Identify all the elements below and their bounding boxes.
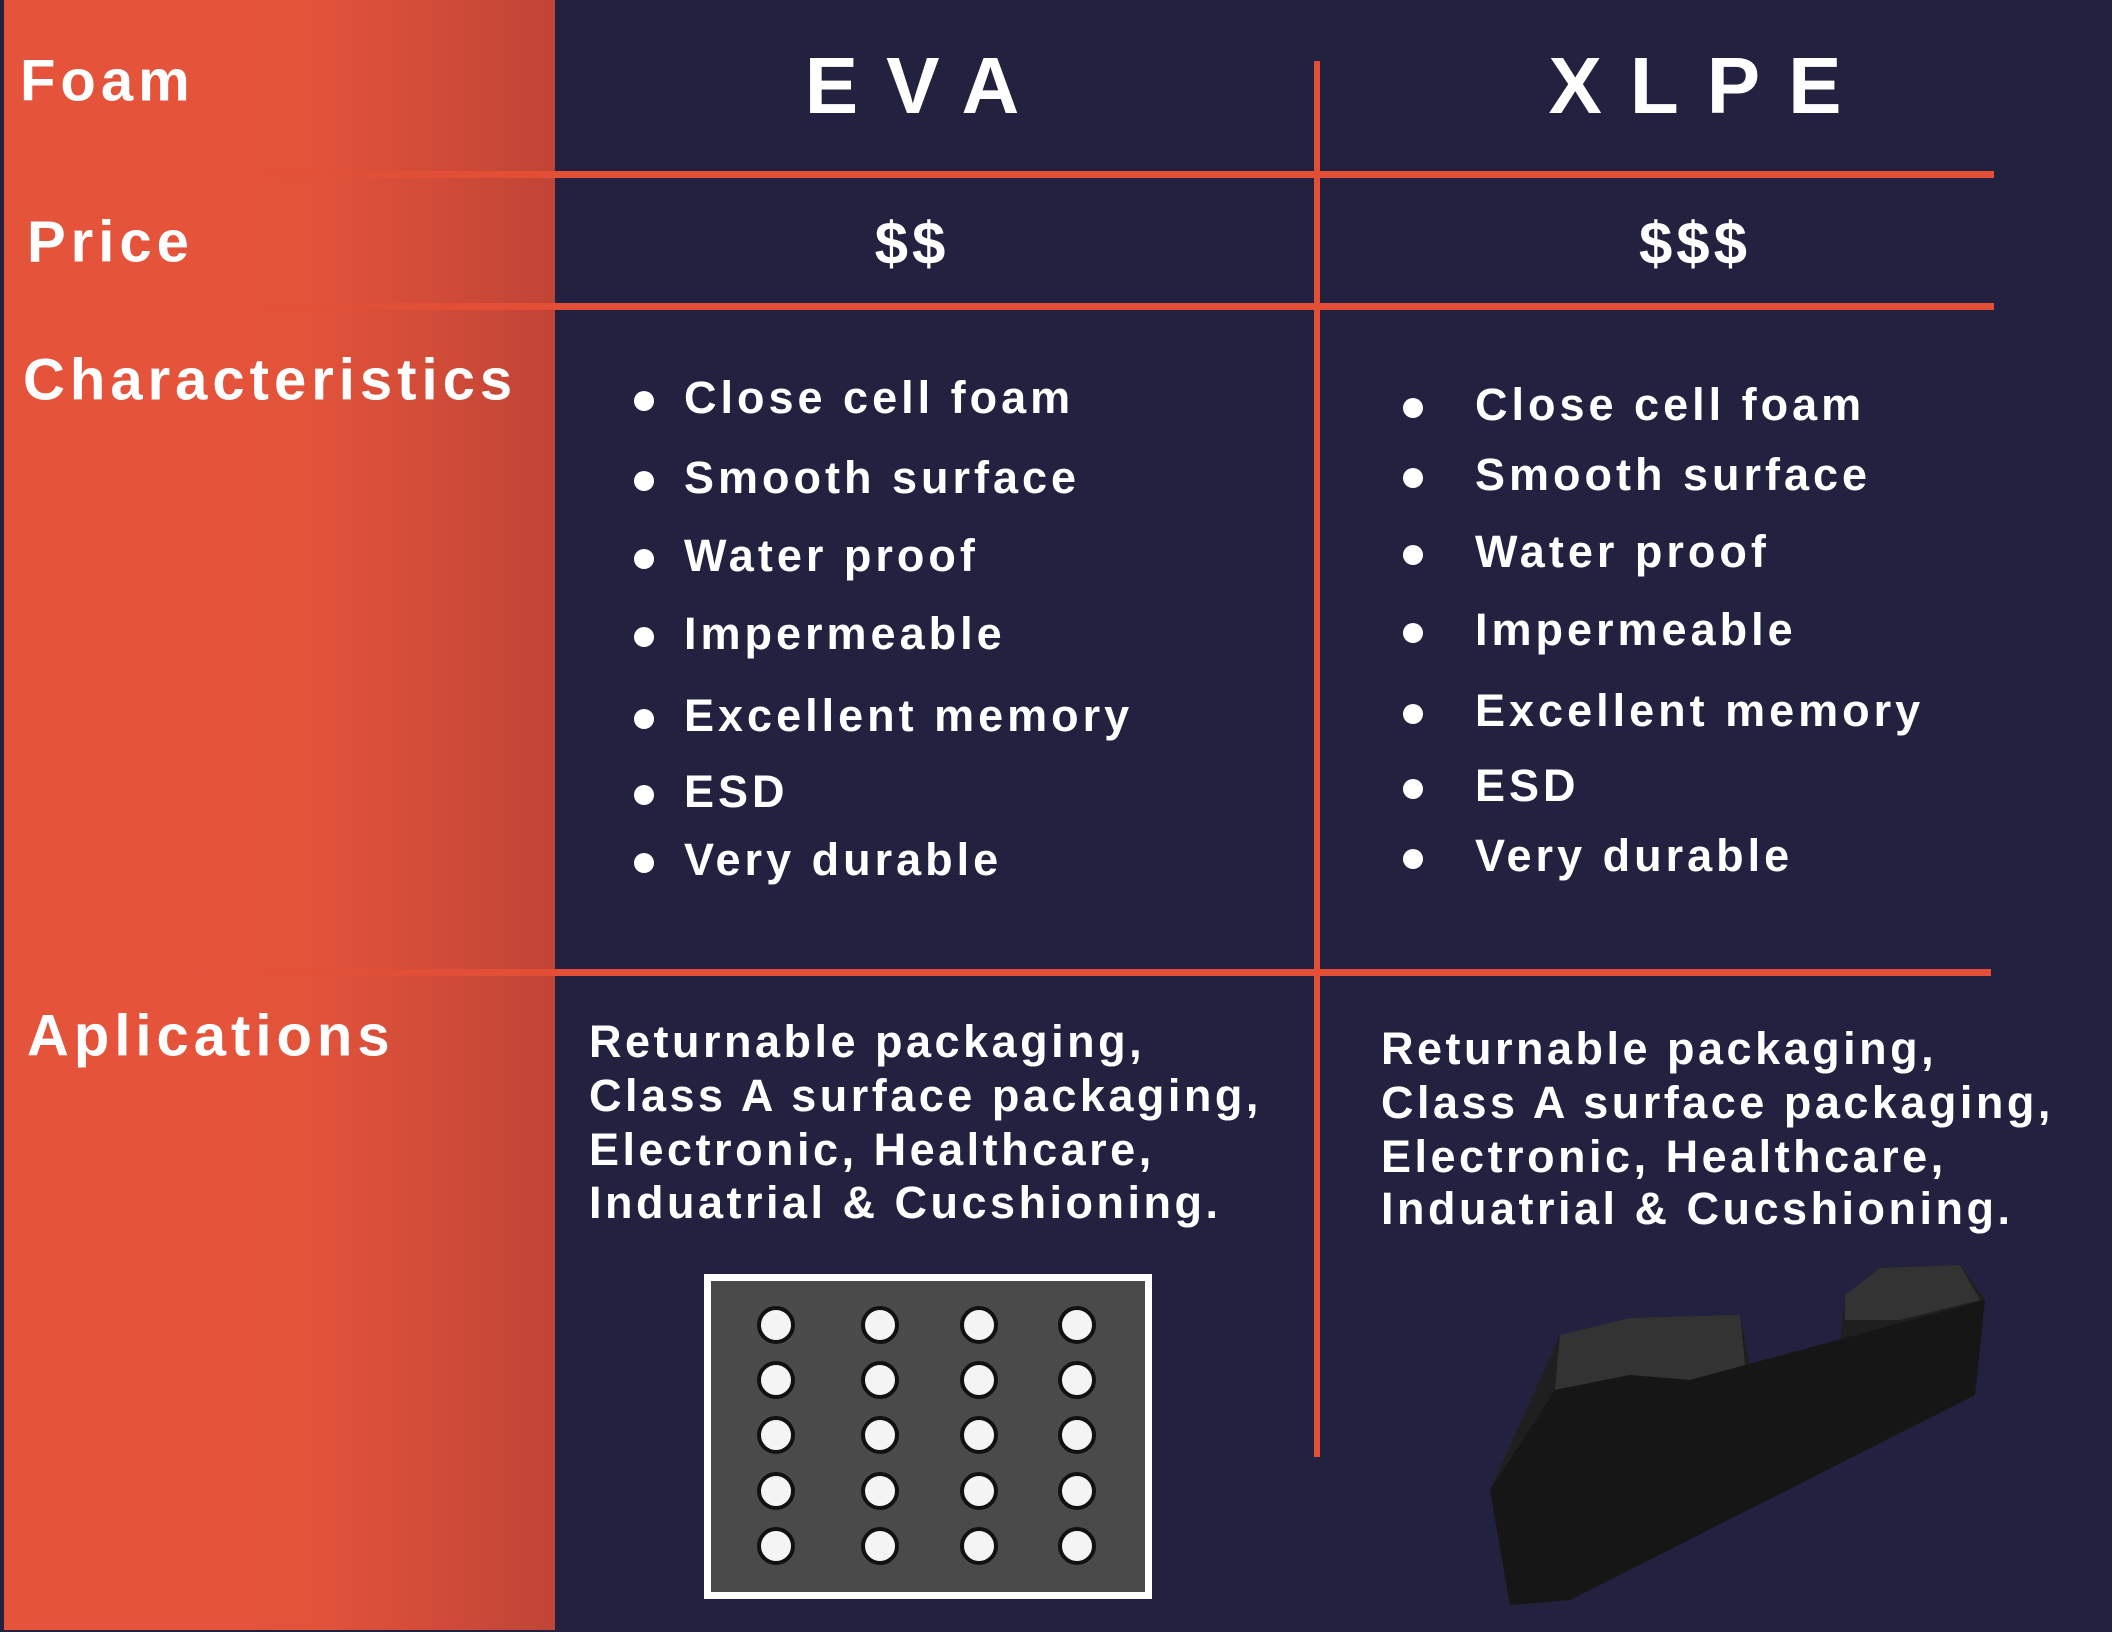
- hole: [960, 1527, 998, 1565]
- divider: [1314, 61, 1320, 1457]
- bullet: [634, 549, 654, 569]
- bullet: [1403, 468, 1423, 488]
- characteristic: Excellent memory: [684, 690, 1133, 741]
- hole: [757, 1527, 795, 1565]
- divider: [175, 171, 1994, 178]
- bullet: [634, 391, 654, 411]
- application-line: Electronic, Healthcare,: [589, 1124, 1155, 1175]
- row-label: Price: [27, 209, 194, 274]
- application-line: Class A surface packaging,: [1381, 1077, 2054, 1128]
- hole: [960, 1416, 998, 1454]
- application-line: Returnable packaging,: [1381, 1023, 1937, 1074]
- characteristic: Water proof: [1475, 526, 1770, 577]
- hole: [861, 1306, 899, 1344]
- row-label: Aplications: [27, 1003, 395, 1068]
- characteristic: Water proof: [684, 530, 979, 581]
- characteristic: Smooth surface: [684, 452, 1080, 503]
- bullet: [634, 785, 654, 805]
- hole: [757, 1472, 795, 1510]
- bullet: [1403, 398, 1423, 418]
- hole: [1058, 1472, 1096, 1510]
- bullet: [634, 709, 654, 729]
- hole: [861, 1416, 899, 1454]
- hole: [861, 1361, 899, 1399]
- characteristic: ESD: [1475, 760, 1580, 811]
- characteristic: Excellent memory: [1475, 685, 1924, 736]
- hole: [1058, 1306, 1096, 1344]
- bullet: [634, 853, 654, 873]
- characteristic: Very durable: [684, 834, 1002, 885]
- hole: [757, 1361, 795, 1399]
- hole: [861, 1527, 899, 1565]
- column-header: XLPE: [1549, 41, 1870, 130]
- price: $$$: [1639, 210, 1751, 277]
- bullet: [1403, 849, 1423, 869]
- label-panel: [4, 0, 555, 1630]
- row-label: Characteristics: [23, 347, 517, 412]
- application-line: Electronic, Healthcare,: [1381, 1131, 1947, 1182]
- bullet: [634, 627, 654, 647]
- divider: [175, 303, 1994, 310]
- bullet: [1403, 704, 1423, 724]
- bullet: [634, 471, 654, 491]
- characteristic: Close cell foam: [1475, 379, 1865, 430]
- hole: [960, 1361, 998, 1399]
- hole: [1058, 1416, 1096, 1454]
- application-line: Induatrial & Cucshioning.: [1381, 1183, 2014, 1234]
- row-label: Foam: [20, 48, 195, 113]
- application-line: Class A surface packaging,: [589, 1070, 1262, 1121]
- characteristic: Impermeable: [1475, 604, 1797, 655]
- hole: [757, 1416, 795, 1454]
- divider: [175, 969, 1991, 976]
- column-header: EVA: [805, 41, 1048, 130]
- characteristic: Very durable: [1475, 830, 1793, 881]
- xlpe-foam-image: [1490, 1265, 1985, 1605]
- hole: [1058, 1527, 1096, 1565]
- hole: [960, 1306, 998, 1344]
- bullet: [1403, 623, 1423, 643]
- bullet: [1403, 545, 1423, 565]
- hole: [1058, 1361, 1096, 1399]
- characteristic: Smooth surface: [1475, 449, 1871, 500]
- eva-foam-image: [704, 1274, 1152, 1599]
- hole: [757, 1306, 795, 1344]
- characteristic: Close cell foam: [684, 372, 1074, 423]
- characteristic: ESD: [684, 766, 789, 817]
- price: $$: [875, 210, 950, 277]
- hole: [861, 1472, 899, 1510]
- hole: [960, 1472, 998, 1510]
- characteristic: Impermeable: [684, 608, 1006, 659]
- application-line: Returnable packaging,: [589, 1016, 1145, 1067]
- application-line: Induatrial & Cucshioning.: [589, 1177, 1222, 1228]
- bullet: [1403, 779, 1423, 799]
